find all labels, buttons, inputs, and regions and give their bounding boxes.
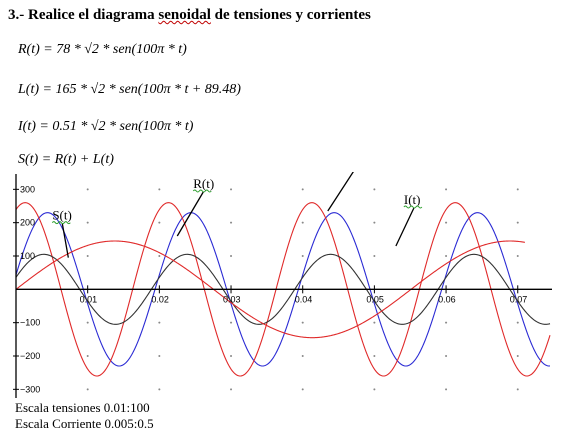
grid-dot bbox=[301, 321, 304, 324]
grid-dot bbox=[445, 188, 448, 191]
grid-dot bbox=[516, 221, 519, 224]
y-tick-label: 200 bbox=[20, 218, 35, 228]
grid-dot bbox=[301, 188, 304, 191]
x-tick-label: 0.02 bbox=[151, 294, 169, 304]
label-underline-S bbox=[51, 221, 71, 225]
grid-dot bbox=[301, 388, 304, 391]
heading-suffix: de tensiones y corrientes bbox=[210, 7, 371, 23]
grid-dot bbox=[516, 255, 519, 257]
grid-dot bbox=[373, 221, 376, 224]
grid-dot bbox=[373, 388, 376, 391]
grid-dot bbox=[230, 355, 233, 357]
scale-current: Escala Corriente 0.005:0.5 bbox=[15, 416, 154, 431]
series-line-S bbox=[15, 253, 551, 325]
curves bbox=[15, 202, 551, 377]
grid-dot bbox=[373, 188, 376, 191]
label-underline-I bbox=[403, 205, 423, 209]
x-tick-label: 0.04 bbox=[295, 294, 313, 304]
grid-dot bbox=[301, 355, 304, 357]
exercise-heading: 3.- Realice el diagrama senoidal de tens… bbox=[8, 7, 371, 24]
grid-dot bbox=[373, 321, 376, 324]
grid-dot bbox=[158, 355, 161, 357]
grid-dot bbox=[230, 255, 233, 257]
curve-label-I: I(t) bbox=[404, 192, 421, 207]
grid-dot bbox=[158, 255, 161, 257]
x-tick-label: 0.05 bbox=[366, 294, 384, 304]
y-tick-label: 100 bbox=[20, 251, 35, 261]
curve-labels: L(t)R(t)S(t)I(t) bbox=[51, 172, 423, 258]
x-tick-label: 0.01 bbox=[80, 294, 98, 304]
heading-underlined-word: senoidal bbox=[158, 7, 211, 23]
grid-dot bbox=[516, 321, 519, 324]
series-line-L bbox=[15, 202, 551, 377]
label-pointer-R bbox=[176, 191, 204, 237]
axes: 0.01 0.02 0.03 0.04 0.05 0.06 0.07 300 200 100 −10… bbox=[13, 174, 552, 398]
grid-dot bbox=[445, 355, 448, 357]
grid-dot bbox=[86, 388, 89, 391]
grid-dot bbox=[445, 321, 448, 324]
equation-i: I(t) = 0.51 * √2 * sen(100π * t) bbox=[18, 119, 194, 134]
equation-l: L(t) = 165 * √2 * sen(100π * t + 89.48) bbox=[18, 82, 241, 97]
grid-dot bbox=[86, 188, 89, 191]
grid-dot bbox=[230, 221, 233, 224]
grid-dot bbox=[86, 321, 89, 324]
x-tick-label: 0.06 bbox=[438, 294, 456, 304]
grid-dot bbox=[516, 188, 519, 191]
series-line-R bbox=[15, 212, 551, 367]
grid-dot bbox=[445, 221, 448, 224]
grid-dot bbox=[373, 255, 376, 257]
curve-label-S: S(t) bbox=[52, 208, 71, 223]
grid-dot bbox=[158, 221, 161, 224]
grid-dot bbox=[86, 355, 89, 357]
label-underline-R bbox=[192, 189, 212, 193]
sine-plot: 0.01 0.02 0.03 0.04 0.05 0.06 0.07 300 200 100 −10… bbox=[13, 172, 552, 398]
grid-dot bbox=[158, 388, 161, 391]
equation-r: R(t) = 78 * √2 * sen(100π * t) bbox=[18, 42, 187, 57]
x-tick-label: 0.07 bbox=[510, 294, 528, 304]
grid-dot bbox=[301, 221, 304, 224]
grid-dot bbox=[230, 321, 233, 324]
grid-dot bbox=[301, 255, 304, 257]
grid-dot bbox=[158, 188, 161, 191]
grid-dot bbox=[445, 388, 448, 391]
grid-dot bbox=[230, 388, 233, 391]
grid-dot bbox=[158, 321, 161, 324]
curve-label-R: R(t) bbox=[193, 176, 214, 191]
grid-dots bbox=[86, 188, 519, 391]
grid-dot bbox=[516, 388, 519, 391]
label-pointer-L bbox=[327, 172, 354, 212]
series-line-I bbox=[15, 240, 526, 339]
grid-dot bbox=[86, 255, 89, 257]
label-pointer-I bbox=[395, 207, 415, 247]
y-tick-label: 300 bbox=[20, 184, 35, 194]
grid-dot bbox=[445, 255, 448, 257]
heading-prefix: 3.- Realice el diagrama bbox=[8, 7, 159, 23]
equation-s: S(t) = R(t) + L(t) bbox=[18, 152, 114, 167]
grid-dot bbox=[516, 355, 519, 357]
grid-dot bbox=[373, 355, 376, 357]
y-tick-label: −200 bbox=[20, 351, 40, 361]
y-tick-label: −100 bbox=[20, 318, 40, 328]
y-tick-label: −300 bbox=[20, 384, 40, 394]
label-pointer-S bbox=[61, 223, 69, 258]
scale-voltage: Escala tensiones 0.01:100 bbox=[15, 400, 150, 415]
x-tick-label: 0.03 bbox=[223, 294, 241, 304]
grid-dot bbox=[230, 188, 233, 191]
grid-dot bbox=[86, 221, 89, 224]
